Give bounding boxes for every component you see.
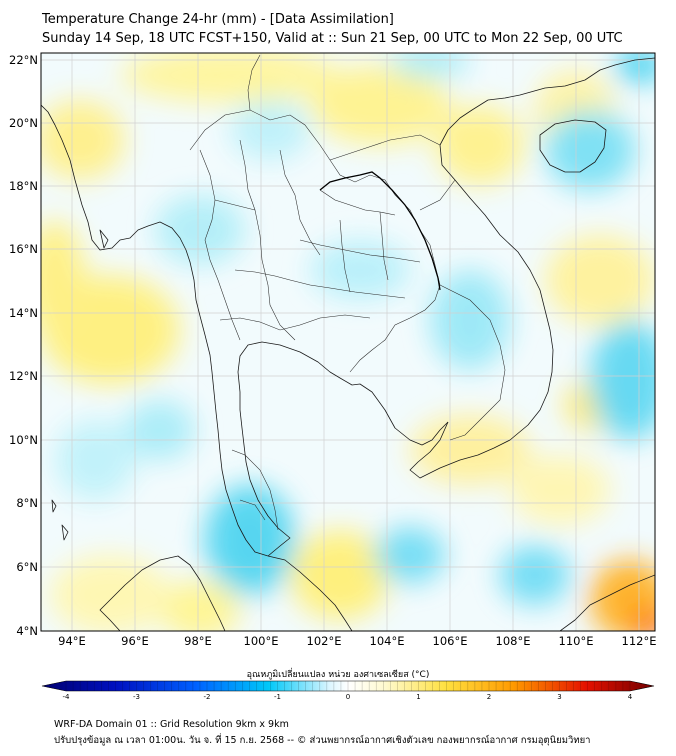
colorbar-tick: 0 [346, 693, 350, 701]
lon-label: 106°E [433, 634, 468, 648]
lon-label: 94°E [58, 634, 86, 648]
colorbar-tick: 3 [557, 693, 561, 701]
lat-label: 14°N [9, 306, 38, 320]
lon-label: 110°E [559, 634, 594, 648]
lon-label: 108°E [496, 634, 531, 648]
temperature-field [41, 53, 655, 631]
map-frame [40, 52, 656, 632]
lat-label: 16°N [9, 242, 38, 256]
lat-label: 10°N [9, 433, 38, 447]
lon-label: 100°E [244, 634, 279, 648]
lon-axis: 94°E 96°E 98°E 100°E 102°E 104°E 106°E 1… [58, 634, 656, 648]
chart-title: Temperature Change 24-hr (mm) - [Data As… [42, 12, 394, 27]
colorbar-tick: 4 [628, 693, 633, 701]
chart-subtitle: Sunday 14 Sep, 18 UTC FCST+150, Valid at… [42, 31, 623, 46]
lat-label: 22°N [9, 53, 38, 67]
province-borders [189, 54, 506, 531]
lon-label: 96°E [121, 634, 149, 648]
lon-label: 112°E [622, 634, 657, 648]
footer-model-info: WRF-DA Domain 01 :: Grid Resolution 9km … [54, 719, 289, 730]
lat-label: 20°N [9, 116, 38, 130]
lat-label: 18°N [9, 179, 38, 193]
colorbar-title: อุณหภูมิเปลี่ยนแปลง หน่วย องศาเซลเซียส (… [246, 670, 430, 680]
colorbar-tick: -4 [63, 693, 71, 701]
colorbar-tick: -1 [274, 693, 281, 701]
colorbar-tick: 1 [416, 693, 420, 701]
colorbar-tick: -2 [204, 693, 211, 701]
colorbar-tick: -3 [133, 693, 140, 701]
lat-label: 4°N [16, 624, 38, 638]
country-border [319, 171, 441, 291]
coastlines [41, 57, 655, 631]
colorbar-bar [41, 680, 655, 692]
lon-label: 102°E [307, 634, 342, 648]
colorbar-tick: 2 [487, 693, 491, 701]
footer-credit: ปรับปรุงข้อมูล ณ เวลา 01:00น. วัน จ. ที่… [54, 735, 591, 746]
lat-axis: 22°N 20°N 18°N 16°N 14°N 12°N 10°N 8°N 6… [9, 53, 38, 638]
colorbar: -4 -3 -2 -1 0 1 2 3 4 [41, 680, 655, 701]
lon-label: 104°E [370, 634, 405, 648]
lat-label: 6°N [16, 560, 38, 574]
lon-label: 98°E [184, 634, 212, 648]
lat-label: 12°N [9, 369, 38, 383]
lat-label: 8°N [16, 496, 38, 510]
graticule [41, 53, 655, 631]
